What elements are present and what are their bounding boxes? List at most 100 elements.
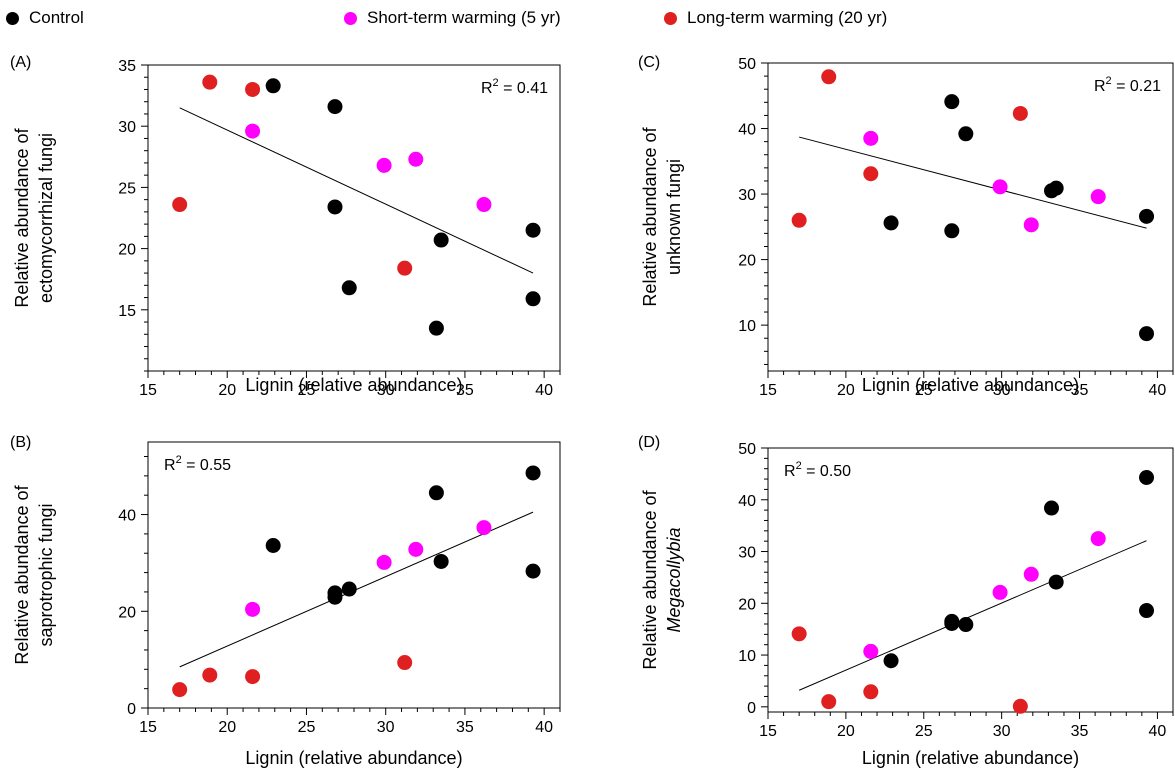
data-point (944, 615, 960, 631)
x-tick-label: 20 (837, 382, 855, 399)
data-point (1090, 531, 1106, 547)
x-tick-label: 20 (218, 382, 236, 399)
data-point (245, 123, 261, 139)
data-point (791, 626, 807, 642)
y-axis-label-line: Relative abundance of (12, 484, 32, 664)
x-tick-label: 25 (915, 723, 933, 740)
data-point (433, 553, 449, 569)
data-point (341, 280, 357, 296)
data-point (265, 537, 281, 553)
data-point (863, 130, 879, 146)
data-point (1012, 105, 1028, 121)
y-tick-label: 50 (738, 441, 756, 458)
data-point (525, 465, 541, 481)
plot-frame (767, 447, 1174, 713)
data-point (428, 485, 444, 501)
data-point (821, 694, 837, 710)
x-tick-label: 40 (535, 382, 553, 399)
data-point (958, 617, 974, 633)
r-squared-annotation: R2 = 0.55 (164, 454, 231, 474)
x-axis-label: Lignin (relative abundance) (245, 375, 462, 395)
data-point (265, 78, 281, 94)
data-point (958, 126, 974, 142)
data-point (476, 520, 492, 536)
x-axis-label: Lignin (relative abundance) (862, 748, 1079, 768)
x-tick-label: 15 (759, 723, 777, 740)
plot-frame (767, 62, 1174, 372)
data-point (327, 589, 343, 605)
data-point (408, 151, 424, 167)
y-axis-label-line: saprotrophic fungi (36, 503, 56, 646)
x-tick-label: 30 (377, 719, 395, 736)
trend-line (799, 136, 1147, 229)
x-tick-label: 40 (535, 719, 553, 736)
data-point (863, 166, 879, 182)
x-tick-label: 35 (1071, 723, 1089, 740)
data-point (944, 94, 960, 110)
legend-label-short-term: Short-term warming (5 yr) (367, 8, 561, 27)
y-tick-label: 0 (127, 701, 136, 718)
trend-line (798, 540, 1147, 691)
chart-panel-d: 15 20 25 30 35 40 0 10 20 30 40 50 Lignin (relative … (638, 434, 1174, 768)
x-tick-label: 20 (837, 723, 855, 740)
x-tick-label: 15 (139, 719, 157, 736)
data-point (791, 212, 807, 228)
y-tick-label: 20 (118, 242, 136, 259)
y-axis-label-line: Relative abundance of (12, 127, 32, 307)
data-point (863, 643, 879, 659)
data-point (397, 655, 413, 671)
y-tick-label: 15 (118, 303, 136, 320)
data-point (1023, 566, 1039, 582)
x-tick-label: 40 (1149, 382, 1167, 399)
legend-item-long-term: Long-term warming (20 yr) (664, 8, 887, 28)
data-point (202, 74, 218, 90)
data-point (525, 563, 541, 579)
x-tick-label: 20 (218, 719, 236, 736)
x-tick-label: 25 (915, 382, 933, 399)
r-squared-annotation: R2 = 0.21 (1094, 75, 1161, 95)
y-axis-label-line: Relative abundance of (640, 489, 660, 669)
y-tick-label: 40 (738, 122, 756, 139)
y-tick-label: 30 (738, 545, 756, 562)
data-point (1023, 217, 1039, 233)
data-point (397, 260, 413, 276)
y-axis-label-line: unknown fungi (664, 159, 684, 275)
x-tick-label: 15 (759, 382, 777, 399)
panel-label: (C) (638, 54, 660, 71)
data-point (883, 653, 899, 669)
chart-panel-c: 15 20 25 30 35 40 10 20 30 40 50 Lignin (relative a… (638, 54, 1174, 399)
r-squared-annotation: R2 = 0.41 (481, 77, 548, 97)
x-tick-label: 25 (298, 719, 316, 736)
data-point (202, 667, 218, 683)
x-axis-label: Lignin (relative abundance) (245, 748, 462, 768)
x-tick-label: 30 (993, 723, 1011, 740)
y-tick-label: 25 (118, 180, 136, 197)
data-point (992, 179, 1008, 195)
y-tick-label: 10 (738, 648, 756, 665)
data-point (245, 601, 261, 617)
data-point (245, 669, 261, 685)
y-tick-label: 35 (118, 58, 136, 75)
legend-label-long-term: Long-term warming (20 yr) (687, 8, 888, 27)
data-point (428, 320, 444, 336)
y-tick-label: 50 (738, 56, 756, 73)
data-point (327, 199, 343, 215)
legend-marker-short-term (344, 11, 357, 25)
panel-label: (A) (10, 54, 31, 71)
x-tick-label: 30 (993, 382, 1011, 399)
data-point (341, 581, 357, 597)
data-point (944, 223, 960, 239)
data-point (1048, 180, 1064, 196)
y-tick-label: 40 (738, 493, 756, 510)
panel-label: (B) (10, 434, 31, 451)
y-tick-label: 20 (738, 253, 756, 270)
data-point (1048, 574, 1064, 590)
data-point (376, 157, 392, 173)
data-point (245, 81, 261, 97)
legend-label-control: Control (29, 8, 84, 27)
data-point (883, 215, 899, 231)
panel-label: (D) (638, 434, 660, 451)
x-tick-label: 35 (1071, 382, 1089, 399)
data-point (327, 99, 343, 115)
plot-frame (147, 64, 561, 372)
